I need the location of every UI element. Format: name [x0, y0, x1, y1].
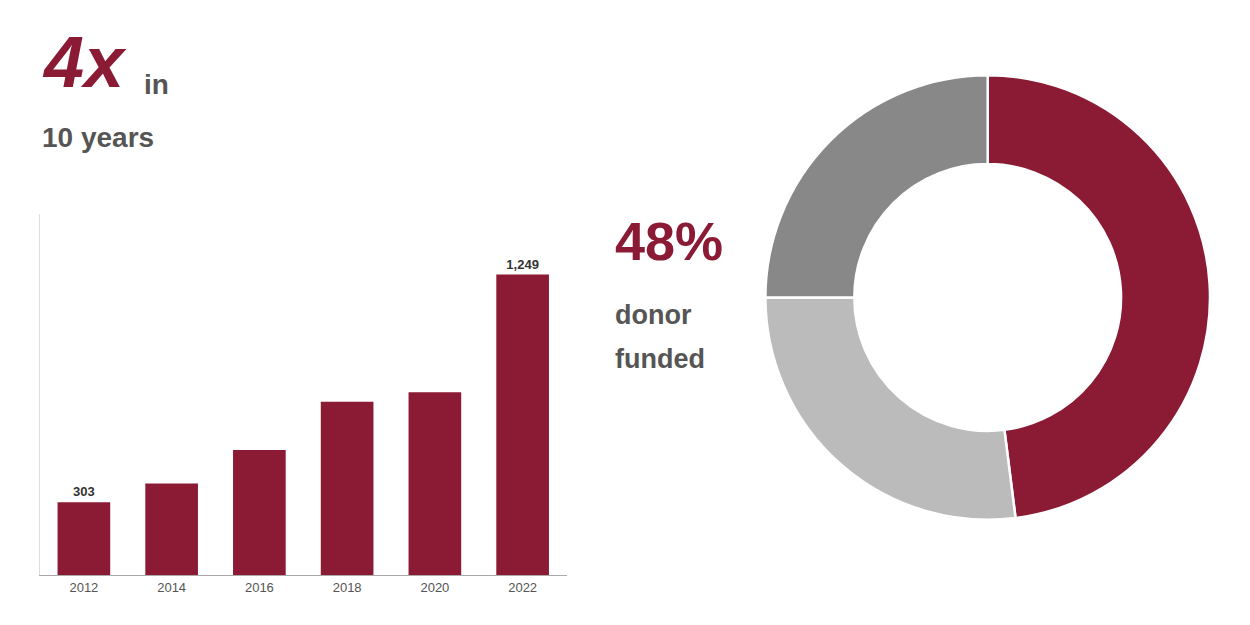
svg-text:in: in	[144, 69, 169, 100]
svg-text:2020: 2020	[420, 580, 449, 595]
svg-text:4x: 4x	[42, 22, 127, 102]
svg-text:2016: 2016	[245, 580, 274, 595]
svg-text:303: 303	[73, 484, 95, 499]
svg-text:funded: funded	[615, 344, 705, 374]
svg-text:2014: 2014	[157, 580, 186, 595]
svg-text:2022: 2022	[508, 580, 537, 595]
svg-text:1,249: 1,249	[506, 257, 539, 272]
svg-text:48%: 48%	[615, 211, 723, 271]
svg-text:donor: donor	[615, 300, 692, 330]
svg-text:10 years: 10 years	[42, 122, 154, 153]
svg-text:2012: 2012	[69, 580, 98, 595]
svg-text:2018: 2018	[333, 580, 362, 595]
